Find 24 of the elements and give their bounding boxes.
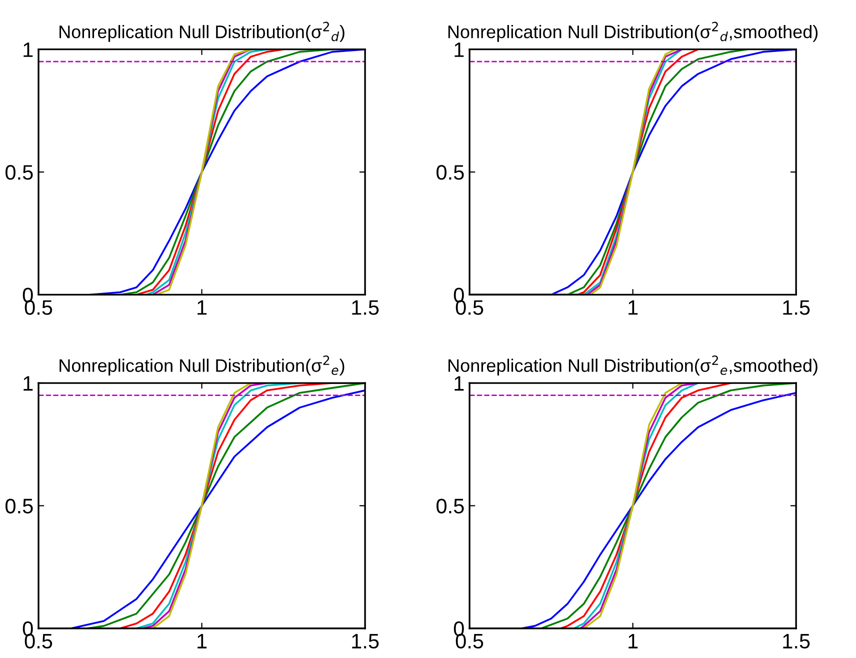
line-series xyxy=(136,49,284,295)
y-tick-label: 0.5 xyxy=(436,498,464,514)
x-tick-label: 1.5 xyxy=(352,300,379,315)
chart-title: Nonreplication Null Distribution(σ$^{2}$$_{d}$,smoothed) xyxy=(448,22,818,42)
y-tick-label: 1 xyxy=(24,42,33,57)
chart-title: Nonreplication Null Distribution(σ$^{2}$$_{d}$) xyxy=(60,22,344,42)
line-series xyxy=(152,383,252,628)
y-tick-label: 0.5 xyxy=(6,165,33,180)
x-tick-label: 1.5 xyxy=(352,634,379,649)
x-tick-label: 1 xyxy=(198,634,207,648)
y-tick-label: 0.5 xyxy=(436,165,464,180)
y-tick-label: 0.5 xyxy=(6,498,33,514)
x-tick-label: 1 xyxy=(198,300,207,315)
x-tick-label: 1 xyxy=(628,634,638,648)
line-series xyxy=(119,49,334,295)
y-tick-label: 1 xyxy=(454,376,464,391)
y-tick-label: 1 xyxy=(24,376,33,391)
x-tick-label: 1 xyxy=(628,300,638,315)
chart-title: Nonreplication Null Distribution(σ$^{2}$$_{e}$,smoothed) xyxy=(448,355,818,376)
chart-title: Nonreplication Null Distribution(σ$^{2}$$_{e}$) xyxy=(60,355,344,376)
y-tick-label: 1 xyxy=(454,42,464,57)
x-tick-label: 1.5 xyxy=(783,634,810,649)
x-tick-label: 1.5 xyxy=(783,300,810,315)
line-series xyxy=(145,49,268,295)
